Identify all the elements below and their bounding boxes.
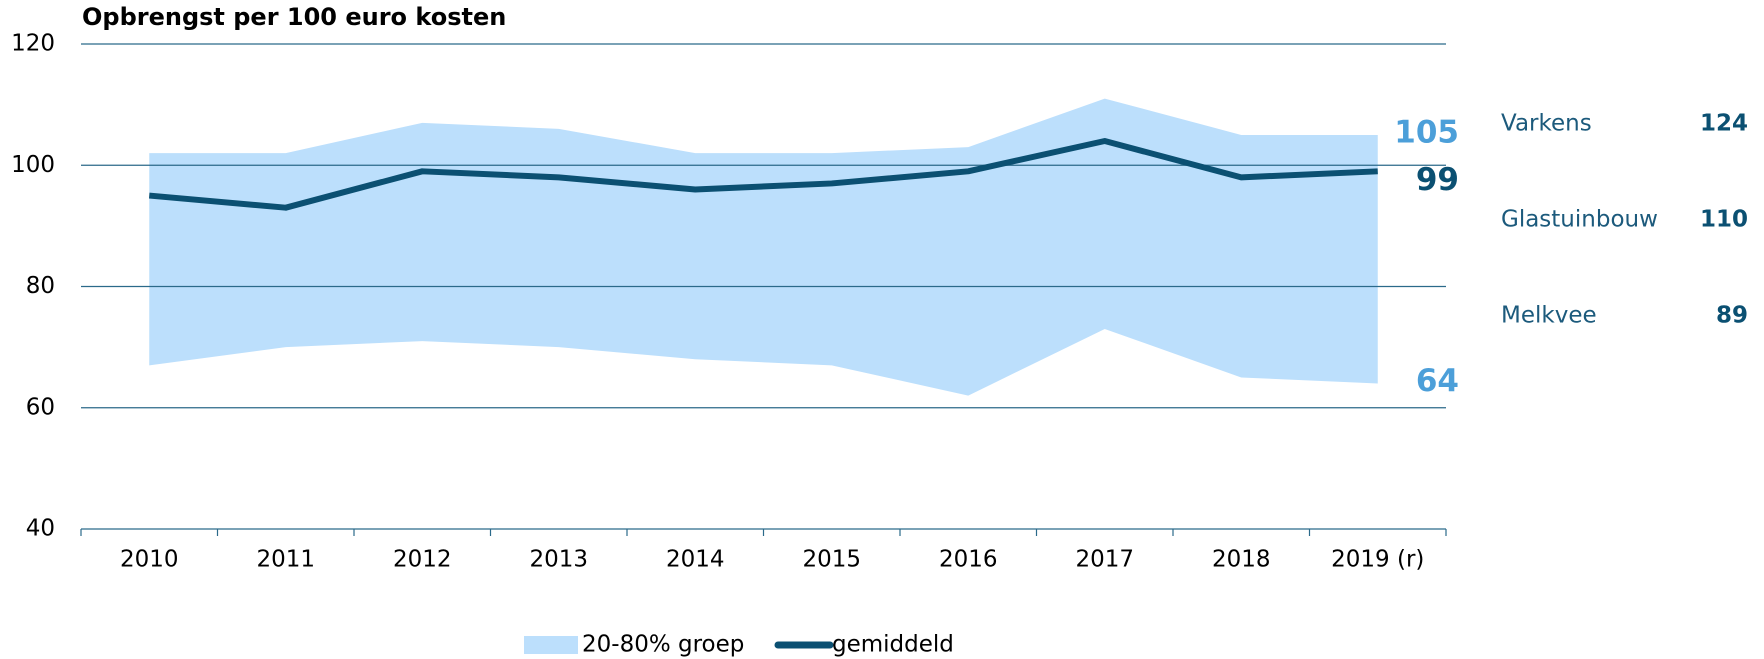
mean-line bbox=[148, 138, 1378, 211]
x-tick-label: 2018 bbox=[1212, 547, 1271, 573]
x-tick-label: 2011 bbox=[256, 547, 315, 573]
legend-label: 20-80% groep bbox=[582, 632, 744, 658]
x-tick-label: 2015 bbox=[802, 547, 861, 573]
x-tick-label: 2013 bbox=[529, 547, 588, 573]
y-tick-label: 120 bbox=[11, 31, 55, 57]
side-value: 110 bbox=[1700, 207, 1748, 233]
end-label-lower: 64 bbox=[1416, 363, 1459, 399]
x-tick-label: 2012 bbox=[393, 547, 452, 573]
legend-swatch bbox=[524, 636, 578, 654]
legend-label: gemiddeld bbox=[832, 632, 954, 658]
x-tick-label: 2010 bbox=[120, 547, 179, 573]
side-name: Varkens bbox=[1501, 111, 1592, 137]
side-value: 124 bbox=[1700, 111, 1748, 137]
y-tick-label: 80 bbox=[26, 273, 55, 299]
y-tick-label: 60 bbox=[26, 394, 55, 420]
side-value: 89 bbox=[1716, 303, 1748, 329]
y-tick-label: 100 bbox=[11, 152, 55, 178]
x-tick-label: 2019 (r) bbox=[1331, 547, 1424, 573]
x-tick-label: 2017 bbox=[1075, 547, 1134, 573]
x-tick-label: 2014 bbox=[666, 547, 725, 573]
x-tick-label: 2016 bbox=[939, 547, 998, 573]
side-name: Glastuinbouw bbox=[1501, 207, 1658, 233]
side-name: Melkvee bbox=[1501, 303, 1597, 329]
band-area bbox=[149, 98, 1378, 396]
chart-title: Opbrengst per 100 euro kosten bbox=[82, 3, 506, 31]
y-tick-label: 40 bbox=[26, 516, 55, 542]
end-label-mean: 99 bbox=[1416, 162, 1459, 198]
end-label-upper: 105 bbox=[1394, 114, 1459, 150]
